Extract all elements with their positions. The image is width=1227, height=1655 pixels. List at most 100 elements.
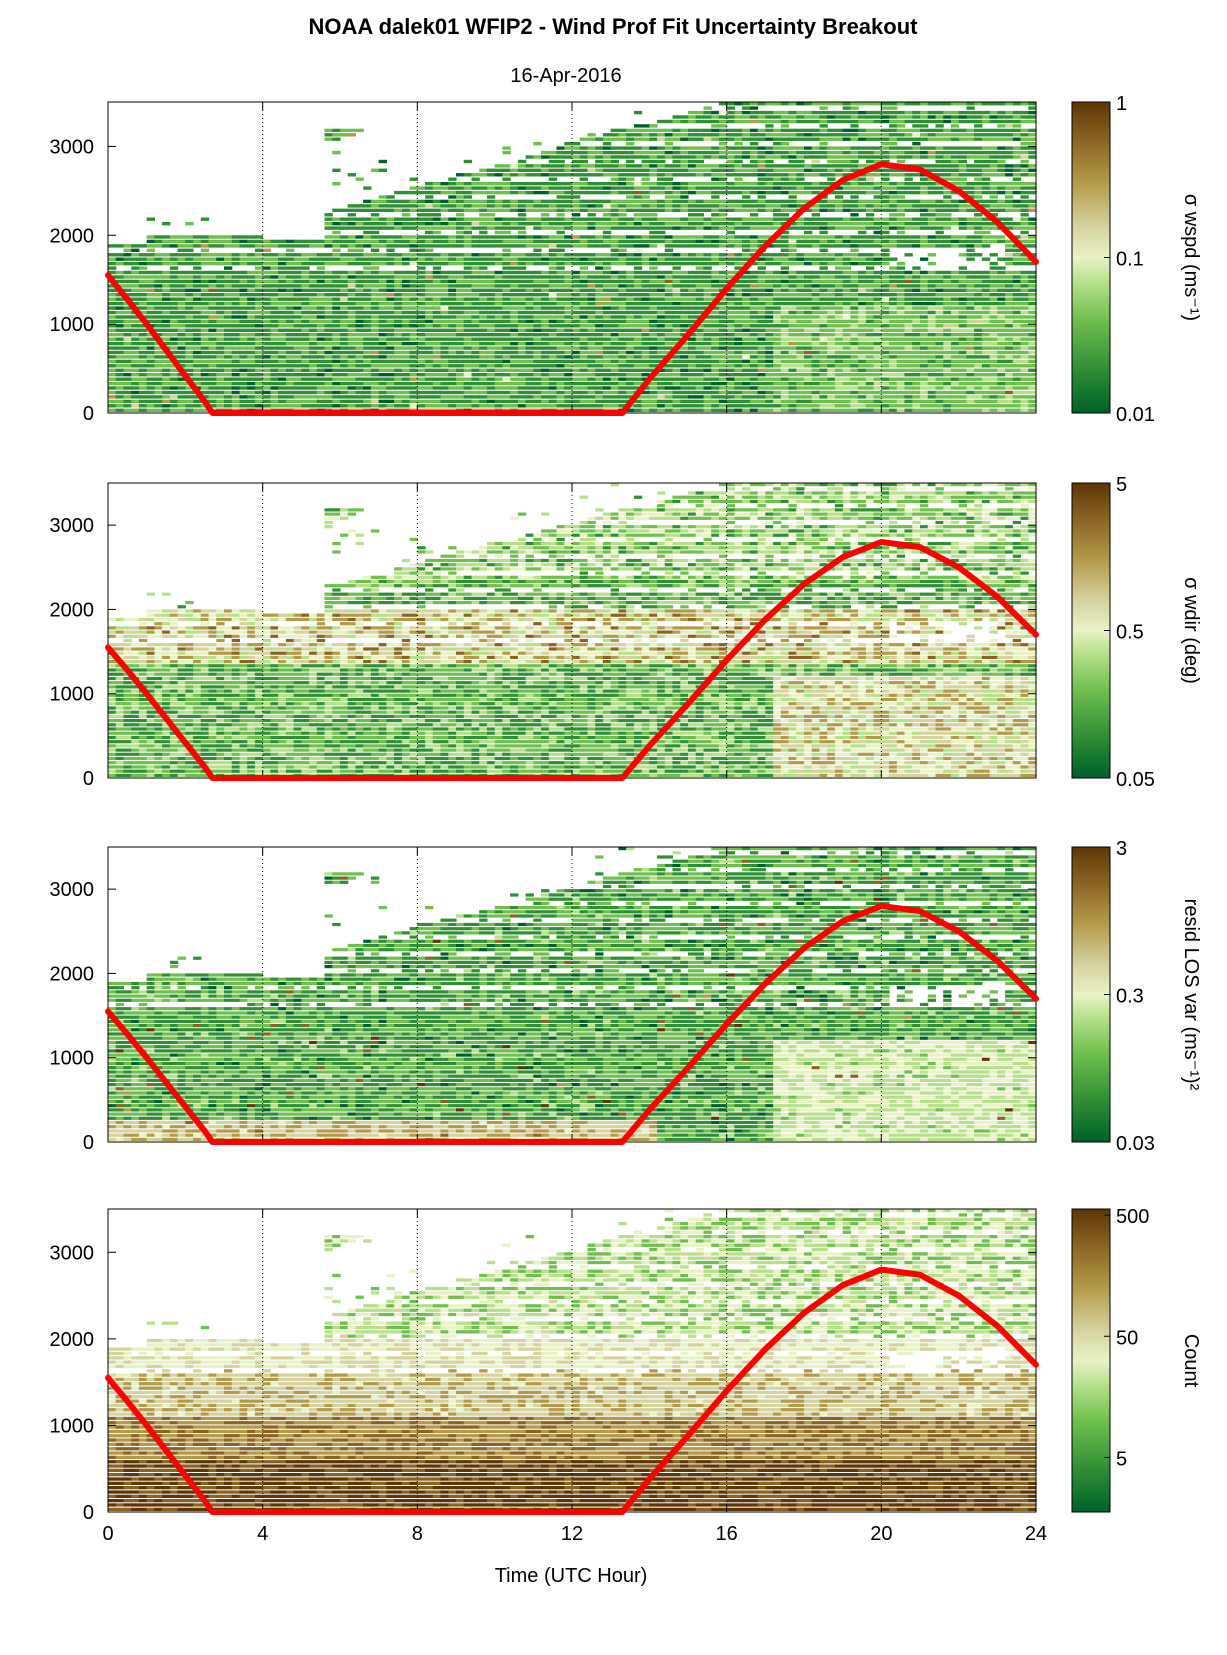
heatmap-cell (464, 355, 472, 358)
heatmap-cell (402, 293, 410, 296)
heatmap-cell (657, 409, 665, 412)
heatmap-cell (649, 355, 657, 358)
heatmap-cell (433, 302, 441, 305)
heatmap-cell (850, 222, 858, 225)
heatmap-cell (711, 342, 719, 345)
heatmap-cell (301, 391, 309, 394)
heatmap-cell (626, 178, 634, 181)
heatmap-cell (657, 244, 665, 247)
heatmap-cell (696, 280, 704, 283)
heatmap-cell (425, 231, 433, 234)
heatmap-cell (317, 275, 325, 278)
heatmap-cell (657, 280, 665, 283)
heatmap-cell (595, 298, 603, 301)
heatmap-cell (665, 306, 673, 309)
heatmap-cell (332, 169, 340, 172)
heatmap-cell (758, 133, 766, 136)
heatmap-cell (827, 391, 835, 394)
heatmap-cell (742, 155, 750, 158)
heatmap-cell (363, 280, 371, 283)
heatmap-cell (642, 186, 650, 189)
heatmap-cell (595, 235, 603, 238)
heatmap-cell (379, 360, 387, 363)
heatmap-cell (765, 346, 773, 349)
heatmap-cell (487, 338, 495, 341)
heatmap-cell (618, 258, 626, 261)
heatmap-cell (843, 280, 851, 283)
heatmap-cell (402, 404, 410, 407)
heatmap-cell (696, 138, 704, 141)
heatmap-cell (858, 302, 866, 305)
heatmap-cell (201, 338, 209, 341)
heatmap-cell (495, 342, 503, 345)
heatmap-cell (827, 169, 835, 172)
heatmap-cell (162, 320, 170, 323)
heatmap-cell (472, 284, 480, 287)
heatmap-cell (116, 400, 124, 403)
heatmap-cell (804, 386, 812, 389)
heatmap-cell (843, 346, 851, 349)
heatmap-cell (673, 333, 681, 336)
heatmap-cell (263, 284, 271, 287)
heatmap-cell (417, 204, 425, 207)
heatmap-cell (479, 262, 487, 265)
heatmap-cell (727, 138, 735, 141)
heatmap-cell (704, 155, 712, 158)
heatmap-cell (696, 346, 704, 349)
heatmap-cell (727, 302, 735, 305)
heatmap-cell (696, 342, 704, 345)
heatmap-cell (332, 151, 340, 154)
heatmap-cell (727, 133, 735, 136)
heatmap-cell (657, 204, 665, 207)
heatmap-cell (263, 329, 271, 332)
heatmap-cell (711, 280, 719, 283)
heatmap-cell (696, 360, 704, 363)
heatmap-cell (448, 338, 456, 341)
heatmap-cell (711, 124, 719, 127)
heatmap-cell (526, 329, 534, 332)
heatmap-cell (479, 222, 487, 225)
heatmap-cell (224, 302, 232, 305)
heatmap-cell (750, 244, 758, 247)
heatmap-cell (835, 395, 843, 398)
heatmap-cell (564, 306, 572, 309)
heatmap-cell (278, 346, 286, 349)
heatmap-cell (162, 298, 170, 301)
heatmap-cell (240, 333, 248, 336)
heatmap-cell (410, 315, 418, 318)
heatmap-cell (410, 324, 418, 327)
heatmap-cell (487, 213, 495, 216)
heatmap-cell (781, 258, 789, 261)
heatmap-cell (858, 338, 866, 341)
heatmap-cell (727, 293, 735, 296)
heatmap-cell (309, 338, 317, 341)
heatmap-cell (742, 115, 750, 118)
heatmap-cell (371, 351, 379, 354)
heatmap-cell (224, 324, 232, 327)
heatmap-cell (147, 298, 155, 301)
heatmap-cell (441, 315, 449, 318)
heatmap-cell (835, 289, 843, 292)
heatmap-cell (541, 395, 549, 398)
heatmap-cell (642, 146, 650, 149)
heatmap-cell (526, 218, 534, 221)
heatmap-cell (131, 409, 139, 412)
heatmap-cell (154, 351, 162, 354)
heatmap-cell (850, 111, 858, 114)
heatmap-cell (533, 369, 541, 372)
heatmap-cell (827, 302, 835, 305)
heatmap-cell (557, 155, 565, 158)
heatmap-cell (634, 280, 642, 283)
heatmap-cell (704, 120, 712, 123)
heatmap-cell (240, 386, 248, 389)
heatmap-cell (147, 409, 155, 412)
heatmap-cell (680, 138, 688, 141)
heatmap-cell (665, 404, 673, 407)
heatmap-cell (719, 235, 727, 238)
heatmap-cell (688, 271, 696, 274)
heatmap-cell (456, 391, 464, 394)
heatmap-cell (827, 409, 835, 412)
heatmap-cell (711, 409, 719, 412)
heatmap-cell (758, 355, 766, 358)
heatmap-cell (425, 253, 433, 256)
